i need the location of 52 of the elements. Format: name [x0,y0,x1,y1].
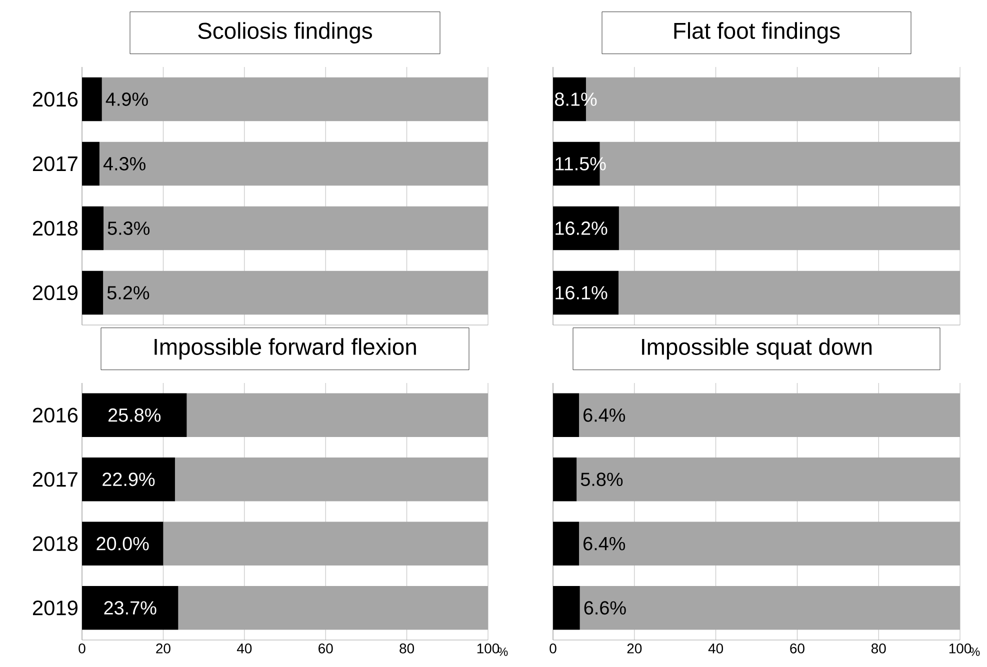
x-tick-label: 60 [318,644,333,654]
x-tick-label: 100 [477,644,500,654]
data-label: 6.4% [584,408,626,422]
x-tick-label: 80 [871,644,886,654]
data-label: 4.3% [103,157,146,170]
bar [553,206,619,250]
bar [553,522,580,566]
x-tick-label: 40 [708,644,724,654]
x-tick-label: 20 [156,644,170,654]
bar [82,522,164,566]
y-tick-label: 2019 [32,600,78,616]
x-tick-label: 0 [78,644,86,654]
data-label: 16.1% [556,286,608,300]
data-label: 16.2% [556,222,608,235]
x-tick-label: 100 [949,644,972,654]
x-tick-label: 80 [400,644,414,654]
chart-title: Flat foot findings [674,22,840,44]
data-label: 6.4% [584,536,626,550]
data-label: 25.8% [108,408,161,422]
data-label: 6.6% [584,601,626,615]
data-label: 23.7% [104,601,156,615]
y-tick-label: 2018 [32,536,78,552]
bar [553,393,580,437]
y-tick-label: 2018 [32,220,78,236]
bar [82,586,178,630]
bar [82,77,102,122]
bar [82,270,104,315]
y-tick-label: 2016 [32,408,78,423]
bar [82,458,175,502]
x-tick-label: 20 [627,644,642,654]
y-tick-label: 2017 [32,156,78,172]
data-label: 5.8% [580,472,623,486]
bar [553,458,577,502]
y-tick-label: 2019 [32,285,78,300]
chart-title: Scoliosis findings [198,22,372,44]
x-tick-label: 60 [790,644,804,654]
data-label: 22.9% [102,472,155,486]
chart-title: Impossible squat down [642,338,872,360]
data-label: 20.0% [96,536,149,550]
bar [553,270,619,315]
y-tick-label: 2017 [32,472,78,487]
data-label: 4.9% [106,92,148,106]
y-tick-label: 2016 [32,92,78,107]
data-label: 5.3% [108,222,150,235]
x-tick-label: 40 [236,644,252,654]
chart-title: Impossible forward flexion [154,338,416,360]
bar [82,206,104,250]
data-label: 5.2% [107,286,150,300]
bar [82,393,187,437]
bar [553,586,580,630]
bar [82,142,100,186]
x-tick-label: 0 [550,644,556,654]
